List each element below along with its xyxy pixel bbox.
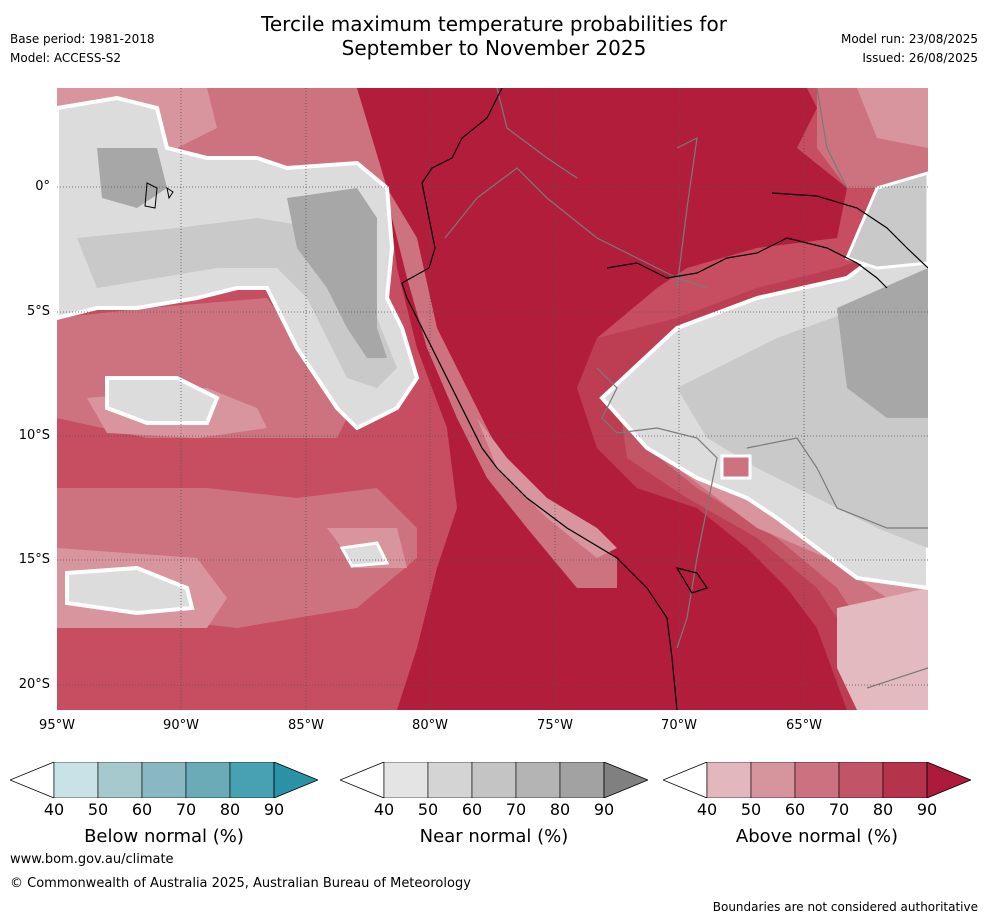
colorbar-above-segment <box>794 762 840 798</box>
lon-label-90w: 90°W <box>163 718 199 733</box>
colorbar-below-low-triangle <box>10 762 55 798</box>
lat-label-10s: 10°S <box>18 428 50 443</box>
lat-label-0: 0° <box>35 179 50 194</box>
colorbar-near-tick: 70 <box>505 800 527 819</box>
near-normal-patch-2 <box>65 565 195 616</box>
colorbar-near-tick: 90 <box>593 800 615 819</box>
colorbar-near-tick: 50 <box>417 800 439 819</box>
galapagos-islet <box>166 186 174 200</box>
above-50-ne <box>857 88 928 148</box>
border-peru-brazil-bolivia <box>596 367 718 649</box>
near-normal-patch-3 <box>339 541 390 568</box>
colorbar-near-segment <box>559 762 605 798</box>
issued-date: Issued: 26/08/2025 <box>862 51 978 65</box>
colorbar-below <box>10 762 318 798</box>
map-title: Tercile maximum temperature probabilitie… <box>0 12 988 60</box>
border-paraguay <box>866 667 928 689</box>
colorbar-below-segment <box>53 762 99 798</box>
copyright-notice: © Commonwealth of Australia 2025, Austra… <box>10 876 471 891</box>
lat-label-5s: 5°S <box>26 304 50 319</box>
border-brazil-north <box>676 136 698 289</box>
probability-map <box>57 88 928 710</box>
colorbar-below-title: Below normal (%) <box>84 826 244 847</box>
colorbar-near-high-triangle <box>603 762 648 798</box>
colorbar-near-segment <box>515 762 561 798</box>
website-link[interactable]: www.bom.gov.au/climate <box>10 852 174 867</box>
border-ecuador-peru <box>444 167 708 289</box>
colorbar-above-tick: 50 <box>740 800 762 819</box>
near-normal-patch-1 <box>105 376 220 425</box>
colorbar-near-tick: 80 <box>549 800 571 819</box>
lon-label-95w: 95°W <box>39 718 75 733</box>
colorbar-above <box>663 762 971 798</box>
lon-label-70w: 70°W <box>661 718 697 733</box>
colorbar-near-segment <box>471 762 517 798</box>
colorbar-below-tick: 40 <box>43 800 65 819</box>
colorbar-above-tick: 60 <box>784 800 806 819</box>
colorbar-near-title: Near normal (%) <box>419 826 569 847</box>
border-venezuela <box>816 88 848 189</box>
colorbar-above-segment <box>882 762 928 798</box>
colorbar-near <box>340 762 648 798</box>
model-run: Model run: 23/08/2025 <box>840 32 978 46</box>
lon-label-85w: 85°W <box>288 718 324 733</box>
colorbar-near-low-triangle <box>340 762 385 798</box>
colorbar-above-tick: 70 <box>828 800 850 819</box>
colorbar-below-tick: 50 <box>87 800 109 819</box>
base-period: Base period: 1981-2018 <box>10 32 155 46</box>
border-colombia <box>496 88 578 179</box>
above-50-coast <box>477 418 617 558</box>
colorbar-above-tick: 90 <box>916 800 938 819</box>
colorbar-below-segment <box>97 762 143 798</box>
colorbar-below-segment <box>185 762 231 798</box>
above-patch-east <box>720 454 752 480</box>
lon-label-65w: 65°W <box>786 718 822 733</box>
colorbar-above-low-triangle <box>663 762 708 798</box>
near-normal-ne <box>844 171 928 270</box>
colorbar-above-segment <box>838 762 884 798</box>
lake-titicaca <box>675 567 708 594</box>
map-svg <box>57 88 928 710</box>
colorbar-near-tick: 60 <box>461 800 483 819</box>
colorbar-below-high-triangle <box>273 762 318 798</box>
near-70-galapagos <box>97 148 167 208</box>
colorbar-above-segment <box>750 762 796 798</box>
colorbar-above-segment <box>706 762 752 798</box>
colorbar-below-tick: 60 <box>131 800 153 819</box>
colorbar-below-tick: 80 <box>219 800 241 819</box>
colorbar-below-tick: 90 <box>263 800 285 819</box>
near-70-west <box>287 188 387 358</box>
colorbar-below-segment <box>229 762 275 798</box>
title-line-2: September to November 2025 <box>341 36 647 60</box>
lon-label-75w: 75°W <box>537 718 573 733</box>
border-bolivia-brazil <box>746 437 928 529</box>
galapagos-island <box>144 182 158 209</box>
colorbar-below-tick: 70 <box>175 800 197 819</box>
lon-label-80w: 80°W <box>412 718 448 733</box>
colorbar-near-tick: 40 <box>373 800 395 819</box>
colorbar-above-high-triangle <box>926 762 971 798</box>
amazon-delta <box>771 192 928 269</box>
colorbar-above-tick: 40 <box>696 800 718 819</box>
colorbar-below-segment <box>141 762 187 798</box>
colorbar-above-tick: 80 <box>872 800 894 819</box>
boundaries-disclaimer: Boundaries are not considered authoritat… <box>712 900 978 914</box>
colorbar-above-title: Above normal (%) <box>735 826 899 847</box>
pacific-coastline <box>401 88 678 710</box>
title-line-1: Tercile maximum temperature probabilitie… <box>261 12 727 36</box>
near-70-east <box>837 268 928 418</box>
lat-label-20s: 20°S <box>18 677 50 692</box>
model-name: Model: ACCESS-S2 <box>10 51 122 65</box>
above-40-se <box>837 588 928 710</box>
amazon-river <box>606 237 888 289</box>
above-90-core <box>357 88 847 710</box>
colorbar-near-segment <box>383 762 429 798</box>
lat-label-15s: 15°S <box>18 552 50 567</box>
colorbar-near-segment <box>427 762 473 798</box>
